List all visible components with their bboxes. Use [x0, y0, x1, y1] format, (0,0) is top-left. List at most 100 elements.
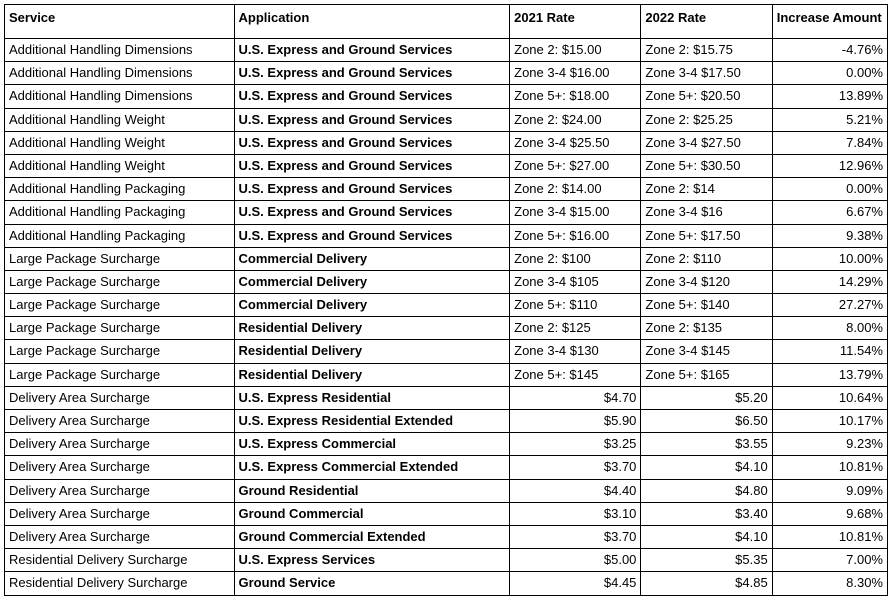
cell-application: Residential Delivery: [234, 317, 510, 340]
cell-rate-2022: $3.40: [641, 502, 772, 525]
table-row: Additional Handling WeightU.S. Express a…: [5, 108, 888, 131]
cell-service: Additional Handling Dimensions: [5, 39, 235, 62]
cell-rate-2021: Zone 3-4 $16.00: [510, 62, 641, 85]
cell-application: U.S. Express Commercial Extended: [234, 456, 510, 479]
cell-rate-2021: Zone 5+: $145: [510, 363, 641, 386]
cell-application: Ground Commercial: [234, 502, 510, 525]
cell-increase: 10.81%: [772, 525, 887, 548]
table-row: Delivery Area SurchargeGround Commercial…: [5, 502, 888, 525]
cell-application: Residential Delivery: [234, 340, 510, 363]
cell-service: Delivery Area Surcharge: [5, 433, 235, 456]
cell-rate-2021: Zone 5+: $18.00: [510, 85, 641, 108]
table-row: Additional Handling DimensionsU.S. Expre…: [5, 85, 888, 108]
cell-increase: 7.00%: [772, 549, 887, 572]
table-row: Additional Handling PackagingU.S. Expres…: [5, 178, 888, 201]
cell-application: U.S. Express Services: [234, 549, 510, 572]
table-header-row: Service Application 2021 Rate 2022 Rate …: [5, 5, 888, 39]
col-header-rate-2022: 2022 Rate: [641, 5, 772, 39]
table-row: Additional Handling PackagingU.S. Expres…: [5, 201, 888, 224]
cell-application: U.S. Express and Ground Services: [234, 131, 510, 154]
cell-service: Large Package Surcharge: [5, 294, 235, 317]
cell-application: U.S. Express and Ground Services: [234, 108, 510, 131]
cell-service: Large Package Surcharge: [5, 340, 235, 363]
cell-rate-2022: Zone 3-4 $27.50: [641, 131, 772, 154]
cell-rate-2022: $6.50: [641, 410, 772, 433]
cell-increase: 11.54%: [772, 340, 887, 363]
cell-service: Additional Handling Packaging: [5, 224, 235, 247]
cell-rate-2021: Zone 5+: $27.00: [510, 154, 641, 177]
cell-application: Commercial Delivery: [234, 247, 510, 270]
table-row: Residential Delivery SurchargeGround Ser…: [5, 572, 888, 595]
cell-application: U.S. Express and Ground Services: [234, 39, 510, 62]
cell-service: Delivery Area Surcharge: [5, 479, 235, 502]
cell-service: Additional Handling Packaging: [5, 178, 235, 201]
cell-rate-2021: $4.45: [510, 572, 641, 595]
cell-service: Delivery Area Surcharge: [5, 502, 235, 525]
table-row: Large Package SurchargeCommercial Delive…: [5, 270, 888, 293]
cell-increase: 9.09%: [772, 479, 887, 502]
cell-rate-2022: $4.80: [641, 479, 772, 502]
cell-increase: 10.17%: [772, 410, 887, 433]
cell-rate-2021: $3.70: [510, 456, 641, 479]
table-row: Delivery Area SurchargeU.S. Express Resi…: [5, 410, 888, 433]
cell-increase: 10.00%: [772, 247, 887, 270]
cell-rate-2022: $4.85: [641, 572, 772, 595]
cell-increase: 9.68%: [772, 502, 887, 525]
cell-service: Additional Handling Dimensions: [5, 85, 235, 108]
cell-rate-2022: Zone 2: $135: [641, 317, 772, 340]
cell-service: Additional Handling Weight: [5, 154, 235, 177]
cell-rate-2021: Zone 3-4 $25.50: [510, 131, 641, 154]
cell-increase: 10.81%: [772, 456, 887, 479]
cell-increase: 12.96%: [772, 154, 887, 177]
cell-service: Large Package Surcharge: [5, 363, 235, 386]
cell-application: Ground Commercial Extended: [234, 525, 510, 548]
cell-rate-2021: Zone 2: $14.00: [510, 178, 641, 201]
cell-rate-2021: $5.90: [510, 410, 641, 433]
table-row: Delivery Area SurchargeGround Commercial…: [5, 525, 888, 548]
cell-rate-2021: $3.70: [510, 525, 641, 548]
cell-increase: 10.64%: [772, 386, 887, 409]
cell-rate-2022: $4.10: [641, 456, 772, 479]
cell-application: Residential Delivery: [234, 363, 510, 386]
cell-service: Residential Delivery Surcharge: [5, 572, 235, 595]
cell-rate-2022: $5.20: [641, 386, 772, 409]
cell-rate-2021: Zone 5+: $110: [510, 294, 641, 317]
table-row: Large Package SurchargeCommercial Delive…: [5, 294, 888, 317]
table-row: Additional Handling DimensionsU.S. Expre…: [5, 39, 888, 62]
cell-rate-2022: Zone 3-4 $145: [641, 340, 772, 363]
cell-rate-2022: Zone 3-4 $120: [641, 270, 772, 293]
cell-service: Delivery Area Surcharge: [5, 525, 235, 548]
cell-rate-2022: Zone 5+: $165: [641, 363, 772, 386]
cell-increase: 7.84%: [772, 131, 887, 154]
cell-rate-2022: $5.35: [641, 549, 772, 572]
cell-service: Residential Delivery Surcharge: [5, 549, 235, 572]
cell-rate-2022: Zone 5+: $30.50: [641, 154, 772, 177]
cell-increase: -4.76%: [772, 39, 887, 62]
cell-rate-2021: Zone 5+: $16.00: [510, 224, 641, 247]
cell-rate-2021: $4.70: [510, 386, 641, 409]
cell-application: U.S. Express Residential Extended: [234, 410, 510, 433]
table-row: Residential Delivery SurchargeU.S. Expre…: [5, 549, 888, 572]
cell-service: Large Package Surcharge: [5, 247, 235, 270]
cell-application: Ground Service: [234, 572, 510, 595]
cell-rate-2022: $4.10: [641, 525, 772, 548]
cell-rate-2021: Zone 2: $125: [510, 317, 641, 340]
cell-rate-2022: Zone 5+: $140: [641, 294, 772, 317]
cell-rate-2021: Zone 3-4 $15.00: [510, 201, 641, 224]
cell-service: Large Package Surcharge: [5, 317, 235, 340]
cell-application: U.S. Express and Ground Services: [234, 224, 510, 247]
cell-application: U.S. Express Residential: [234, 386, 510, 409]
table-row: Large Package SurchargeResidential Deliv…: [5, 340, 888, 363]
cell-application: Commercial Delivery: [234, 294, 510, 317]
cell-rate-2022: Zone 3-4 $17.50: [641, 62, 772, 85]
cell-increase: 6.67%: [772, 201, 887, 224]
cell-rate-2022: Zone 2: $15.75: [641, 39, 772, 62]
cell-rate-2021: Zone 3-4 $105: [510, 270, 641, 293]
cell-increase: 5.21%: [772, 108, 887, 131]
cell-increase: 14.29%: [772, 270, 887, 293]
table-row: Large Package SurchargeResidential Deliv…: [5, 317, 888, 340]
cell-application: Commercial Delivery: [234, 270, 510, 293]
table-row: Additional Handling DimensionsU.S. Expre…: [5, 62, 888, 85]
table-row: Large Package SurchargeCommercial Delive…: [5, 247, 888, 270]
cell-service: Additional Handling Weight: [5, 131, 235, 154]
